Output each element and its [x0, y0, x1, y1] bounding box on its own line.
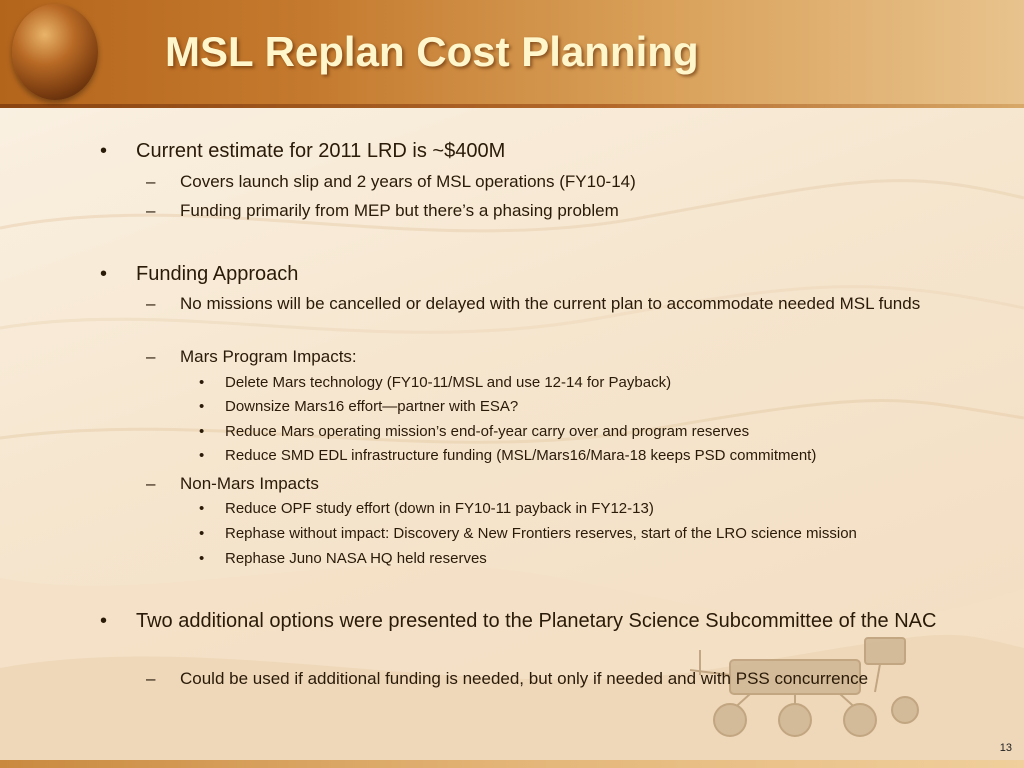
mars-rover-icon — [689, 637, 919, 737]
header-divider — [0, 104, 1024, 108]
sub-sub-bullet-text: Downsize Mars16 effort—partner with ESA? — [225, 398, 519, 415]
bullet-marker: • — [199, 423, 205, 440]
mars-globe-icon — [12, 4, 98, 100]
sub-sub-bullet-text: Reduce SMD EDL infrastructure funding (M… — [225, 447, 817, 464]
slide-title: MSL Replan Cost Planning — [165, 28, 699, 75]
bullet-marker: • — [199, 525, 205, 542]
dash-marker: – — [146, 474, 156, 493]
bullet-marker: • — [100, 610, 108, 632]
dash-marker: – — [146, 347, 156, 366]
sub-sub-bullet-text: Delete Mars technology (FY10-11/MSL and … — [225, 374, 672, 391]
dash-marker: – — [146, 201, 156, 220]
sub-bullet-text: Non-Mars Impacts — [180, 474, 319, 493]
sub-bullet-text: Could be used if additional funding is n… — [180, 669, 869, 688]
bullet-marker: • — [100, 140, 108, 162]
header-band — [0, 0, 1024, 104]
bullet-marker: • — [199, 374, 205, 391]
dash-marker: – — [146, 669, 156, 688]
bullet-marker: • — [199, 500, 205, 517]
sub-bullet-text: Funding primarily from MEP but there’s a… — [180, 201, 619, 220]
sub-bullet-text: Covers launch slip and 2 years of MSL op… — [180, 172, 636, 191]
bullet-text: Funding Approach — [136, 263, 299, 285]
bullet-marker: • — [100, 263, 108, 285]
page-number: 13 — [999, 742, 1012, 754]
dash-marker: – — [146, 172, 156, 191]
sub-bullet-text: No missions will be cancelled or delayed… — [180, 294, 921, 313]
bullet-marker: • — [199, 447, 205, 464]
sub-sub-bullet-text: Reduce Mars operating mission’s end-of-y… — [225, 423, 750, 440]
sub-sub-bullet-text: Rephase Juno NASA HQ held reserves — [225, 550, 487, 567]
sub-sub-bullet-text: Rephase without impact: Discovery & New … — [225, 525, 857, 542]
bullet-marker: • — [199, 550, 205, 567]
bullet-text: Current estimate for 2011 LRD is ~$400M — [136, 140, 506, 162]
sub-sub-bullet-text: Reduce OPF study effort (down in FY10-11… — [225, 500, 654, 517]
sub-bullet-text: Mars Program Impacts: — [180, 347, 357, 366]
dash-marker: – — [146, 294, 156, 313]
footer-band — [0, 760, 1024, 768]
bullet-text: Two additional options were presented to… — [136, 610, 937, 632]
bullet-marker: • — [199, 398, 205, 415]
